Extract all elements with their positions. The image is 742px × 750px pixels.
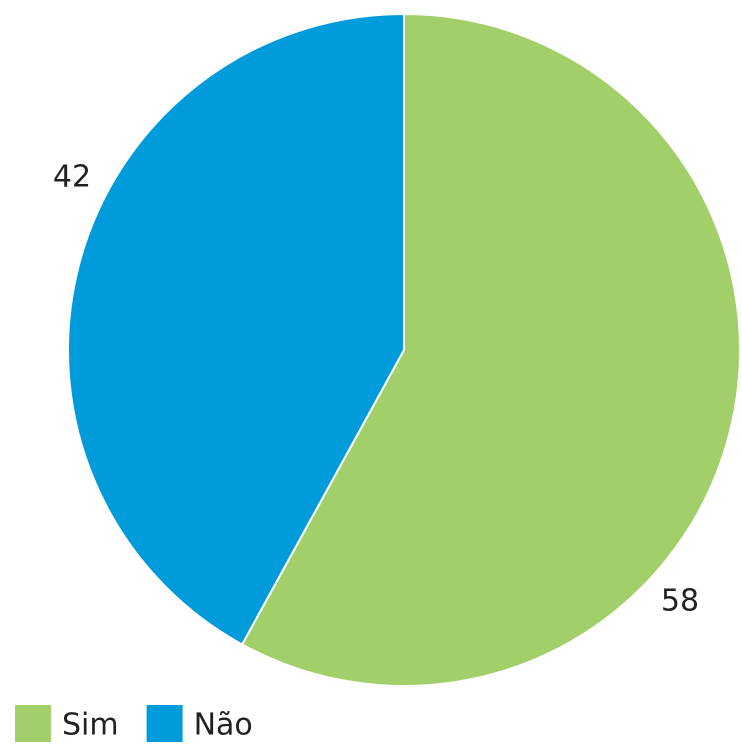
legend-swatch [15, 705, 51, 742]
legend-swatch [146, 705, 183, 742]
pie-slice [67, 12, 405, 646]
legend-label: Não [194, 708, 253, 743]
data-label: 58 [661, 584, 699, 619]
pie-slice [240, 12, 741, 687]
legend-label: Sim [62, 708, 119, 743]
data-label: 42 [53, 160, 91, 195]
